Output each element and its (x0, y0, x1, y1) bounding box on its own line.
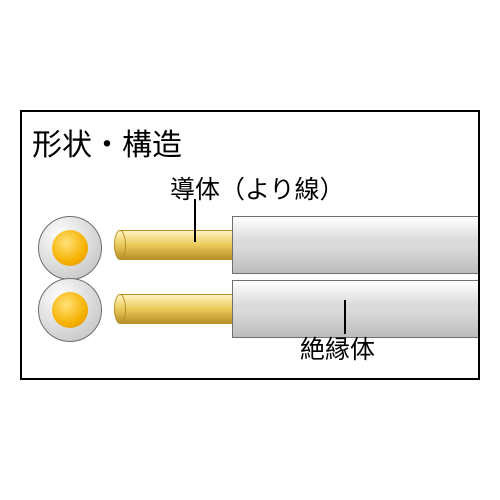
wire-core-cap (114, 294, 126, 324)
label-insulator: 絶縁体 (300, 330, 375, 366)
cross-section-core (52, 230, 88, 266)
cross-section-wire (38, 216, 102, 280)
wire-sheath (232, 216, 478, 274)
cross-section-core (52, 292, 88, 328)
wire-core (120, 230, 232, 260)
diagram-title: 形状・構造 (32, 120, 182, 164)
cross-section-wire (38, 278, 102, 342)
diagram-stage: 形状・構造導体（より線） 絶縁体 (0, 0, 500, 500)
label-conductor: 導体（より線） (170, 170, 345, 206)
wire-core-cap (114, 230, 126, 260)
wire-core (120, 294, 232, 324)
leader-insulator (344, 300, 346, 334)
